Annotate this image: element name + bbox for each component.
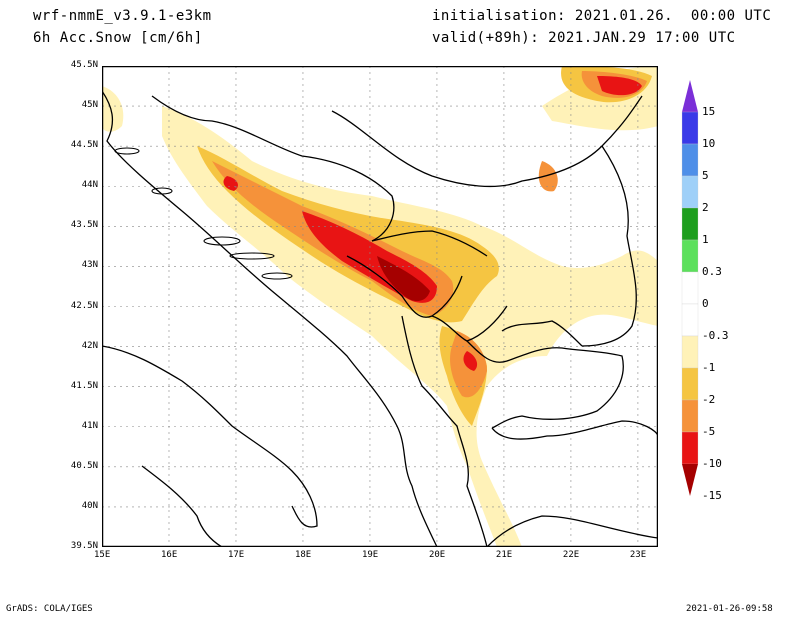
footer-credit: GrADS: COLA/IGES bbox=[6, 604, 93, 614]
lat-label: 39.5N bbox=[70, 541, 98, 551]
lat-label: 41.5N bbox=[70, 380, 98, 391]
lat-label: 42.5N bbox=[70, 300, 98, 311]
legend-swatch bbox=[681, 399, 699, 433]
valid-time: valid(+89h): 2021.JAN.29 17:00 UTC bbox=[432, 30, 736, 46]
legend-label: 15 bbox=[702, 105, 716, 118]
lon-label: 21E bbox=[495, 550, 513, 560]
legend-swatch bbox=[681, 175, 699, 209]
footer-timestamp: 2021-01-26-09:58 bbox=[686, 604, 773, 614]
legend-label: 2 bbox=[702, 201, 709, 214]
snow-region-2-mid bbox=[538, 161, 558, 192]
legend-arrow-bottom bbox=[682, 464, 698, 496]
coastline-italy bbox=[102, 345, 318, 528]
lon-label: 20E bbox=[428, 550, 446, 560]
snow-region-light-w bbox=[102, 86, 124, 132]
lat-label: 43N bbox=[81, 260, 98, 271]
lon-label: 19E bbox=[361, 550, 379, 560]
legend-swatch bbox=[681, 335, 699, 369]
lon-label: 17E bbox=[227, 550, 245, 560]
model-title: wrf-nmmE_v3.9.1-e3km bbox=[33, 8, 212, 24]
legend-swatch bbox=[681, 271, 699, 305]
legend-label: -5 bbox=[702, 425, 716, 438]
coastline-adriatic bbox=[102, 90, 438, 547]
border-macedonia bbox=[466, 340, 624, 429]
map-frame bbox=[102, 66, 658, 547]
legend-swatch bbox=[681, 111, 699, 145]
lat-label: 44N bbox=[81, 180, 98, 191]
border-bulgaria bbox=[501, 320, 583, 347]
field-title: 6h Acc.Snow [cm/6h] bbox=[33, 30, 203, 46]
init-time: initialisation: 2021.01.26. 00:00 UTC bbox=[432, 8, 772, 24]
legend-label: -2 bbox=[702, 393, 716, 406]
legend-swatch bbox=[681, 367, 699, 401]
legend-label: 1 bbox=[702, 233, 709, 246]
border-albania bbox=[401, 315, 488, 547]
legend-label: 10 bbox=[702, 137, 716, 150]
snow-map bbox=[102, 66, 658, 547]
border-serbia-north bbox=[331, 95, 643, 188]
island-pag bbox=[151, 187, 173, 195]
border-greece bbox=[491, 420, 658, 440]
lon-label: 16E bbox=[160, 550, 178, 560]
legend-label: 0.3 bbox=[702, 265, 722, 278]
lon-label: 22E bbox=[562, 550, 580, 560]
legend-swatch bbox=[681, 239, 699, 273]
legend-arrow-top bbox=[682, 80, 698, 112]
snow-field bbox=[102, 66, 658, 547]
color-legend bbox=[681, 80, 699, 496]
border-bosnia-serbia bbox=[371, 230, 488, 257]
legend-label: -1 bbox=[702, 361, 716, 374]
legend-swatch bbox=[681, 207, 699, 241]
island-brac bbox=[203, 236, 241, 246]
lat-label: 45N bbox=[81, 100, 98, 111]
lon-label: 23E bbox=[629, 550, 647, 560]
lat-label: 41N bbox=[81, 420, 98, 431]
island-korcula bbox=[261, 272, 293, 280]
lat-label: 44.5N bbox=[70, 140, 98, 151]
lat-label: 45.5N bbox=[70, 60, 98, 70]
lon-label: 18E bbox=[294, 550, 312, 560]
snow-region-10 bbox=[377, 256, 430, 302]
legend-label: -15 bbox=[702, 489, 722, 502]
legend-swatch bbox=[681, 143, 699, 177]
coastline-italy-heel bbox=[141, 465, 223, 547]
legend-label: 0 bbox=[702, 297, 709, 310]
border-croatia-bosnia bbox=[151, 95, 395, 242]
legend-swatch bbox=[681, 303, 699, 337]
island-krk bbox=[114, 147, 140, 155]
island-hvar bbox=[229, 252, 275, 260]
lat-label: 40N bbox=[81, 500, 98, 511]
lat-label: 40.5N bbox=[70, 460, 98, 471]
legend-label: -10 bbox=[702, 457, 722, 470]
legend-label: 5 bbox=[702, 169, 709, 182]
lat-label: 42N bbox=[81, 340, 98, 351]
legend-swatch bbox=[681, 431, 699, 465]
lon-label: 15E bbox=[94, 550, 111, 560]
boundaries bbox=[102, 90, 658, 547]
legend-label: -0.3 bbox=[702, 329, 729, 342]
coastline-greece bbox=[486, 515, 658, 547]
lat-label: 43.5N bbox=[70, 220, 98, 231]
islands bbox=[114, 147, 293, 280]
border-serbia-east bbox=[581, 145, 637, 347]
snow-region-5-e bbox=[463, 351, 478, 371]
snow-region-5-ne bbox=[597, 76, 642, 96]
snow-region-5-w bbox=[223, 176, 238, 191]
border-montenegro bbox=[346, 255, 463, 318]
